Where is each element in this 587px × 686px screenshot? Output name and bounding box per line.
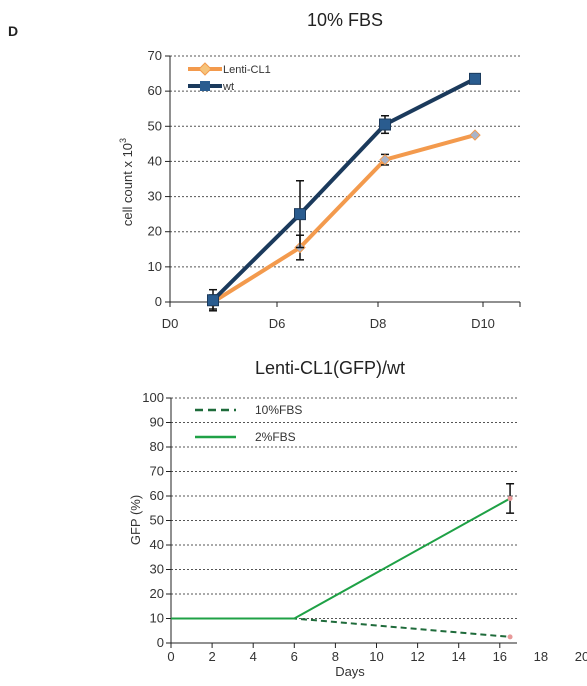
y-tick-label: 80 [150, 439, 164, 454]
series-line-Lenti-CL1 [211, 133, 476, 304]
x-tick-label: 18 [534, 649, 548, 664]
chart-cell-count: 10% FBS 0 10 20 30 40 50 60 70 D0 D6 D8 D10 cell coun… [118, 10, 521, 331]
y-tick-label: 60 [150, 488, 164, 503]
y-tick-label: 0 [155, 294, 162, 309]
y-tick-label: 90 [150, 415, 164, 430]
series-line-2%FBS [171, 497, 511, 620]
legend-marker [200, 81, 210, 91]
y-tick-label: 50 [148, 118, 162, 133]
x-tick-label: 6 [291, 649, 298, 664]
y-tick-label: 0 [157, 635, 164, 650]
y-axis-label-text: cell count x 10 [120, 143, 135, 226]
data-point [294, 208, 306, 221]
y-tick-label: 70 [150, 464, 164, 479]
legend-label: 2%FBS [255, 430, 296, 444]
legend-label: wt [222, 81, 234, 93]
y-tick-label: 40 [148, 153, 162, 168]
y-tick-label: 70 [148, 48, 162, 63]
chart-gfp-ratio: Lenti-CL1(GFP)/wt 0 10 20 30 40 50 60 70 80 90 100 0… [128, 358, 587, 679]
series-line-10%FBS [171, 617, 511, 638]
x-tick-label: 12 [410, 649, 424, 664]
y-tick-label: 20 [148, 224, 162, 239]
x-tick-label: 2 [208, 649, 215, 664]
y-tick-label: 50 [150, 513, 164, 528]
data-point [469, 72, 481, 85]
series-line-wt [211, 77, 476, 302]
data-point [507, 495, 513, 501]
x-tick-label: 0 [167, 649, 174, 664]
x-tick-label: 8 [332, 649, 339, 664]
x-tick-label: 10 [369, 649, 383, 664]
x-tick-label: 20 [575, 649, 587, 664]
x-tick-label: D8 [370, 316, 387, 331]
y-axis-label: cell count x 103 [118, 138, 135, 226]
y-tick-label: 10 [150, 611, 164, 626]
y-axis-label-superscript: 3 [118, 138, 128, 143]
data-point [469, 129, 481, 141]
x-tick-label: D6 [269, 316, 286, 331]
legend-label: Lenti-CL1 [223, 64, 271, 76]
y-tick-label: 30 [150, 562, 164, 577]
legend-label: 10%FBS [255, 403, 302, 417]
x-tick-label: 4 [250, 649, 257, 664]
x-tick-label: 16 [493, 649, 507, 664]
y-tick-label: 30 [148, 189, 162, 204]
y-tick-label: 60 [148, 83, 162, 98]
y-tick-label: 100 [142, 390, 164, 405]
x-tick-label: 14 [451, 649, 465, 664]
y-axis-label: GFP (%) [128, 495, 143, 545]
legend-marker [198, 62, 212, 76]
panel-letter: D [8, 23, 18, 39]
y-tick-label: 20 [150, 586, 164, 601]
data-point [379, 118, 391, 131]
data-point [507, 634, 513, 640]
x-axis-label: Days [335, 664, 365, 679]
y-tick-label: 40 [150, 537, 164, 552]
chart-title: 10% FBS [307, 10, 383, 30]
y-tick-label: 10 [148, 259, 162, 274]
chart-title: Lenti-CL1(GFP)/wt [255, 358, 405, 378]
x-tick-label: D10 [471, 316, 495, 331]
data-point [207, 294, 219, 307]
data-point [379, 153, 391, 166]
x-tick-label: D0 [162, 316, 179, 331]
